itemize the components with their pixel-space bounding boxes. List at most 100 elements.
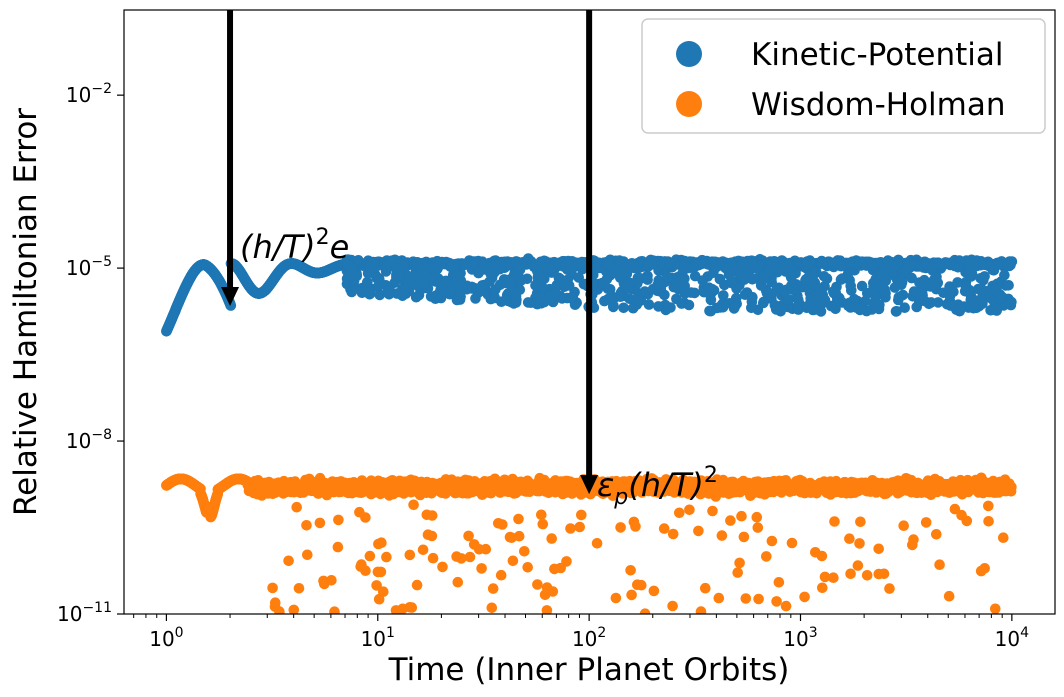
kp-point (731, 283, 742, 294)
kp-point (872, 271, 884, 282)
kp-point (473, 267, 484, 279)
kp-point (556, 293, 568, 304)
kp-point (503, 259, 515, 271)
kp-point (643, 299, 655, 310)
kp-point (679, 288, 691, 299)
kp-point (846, 285, 857, 296)
kp-point (831, 298, 843, 310)
kp-point (999, 269, 1010, 281)
kp-point (411, 259, 422, 271)
kp-point (614, 255, 625, 266)
kp-point (535, 256, 547, 268)
kp-point (362, 276, 373, 288)
kp-point (639, 286, 651, 297)
kp-point (461, 284, 473, 295)
kp-point (1005, 299, 1017, 311)
kp-point (573, 272, 584, 283)
kp-point (948, 286, 959, 298)
kp-point (668, 281, 680, 293)
kp-point (511, 294, 522, 306)
kp-point (417, 278, 429, 289)
kp-point (410, 291, 422, 303)
kp-point (624, 293, 635, 305)
kp-point (683, 299, 695, 311)
kp-point (425, 291, 437, 302)
kp-point (1006, 256, 1018, 267)
kp-point (815, 306, 827, 317)
kp-point (547, 290, 559, 302)
kp-point (932, 297, 944, 308)
kp-point (792, 302, 803, 314)
kp-point (535, 275, 547, 287)
kp-point (653, 301, 664, 312)
kp-point (475, 285, 486, 297)
kp-point (575, 257, 587, 269)
kp-point (342, 271, 354, 283)
kp-point (709, 256, 721, 268)
kp-point (374, 275, 385, 286)
kp-point (867, 259, 878, 271)
kp-point (911, 301, 922, 313)
kp-point (400, 283, 412, 295)
kp-point (486, 272, 498, 284)
kp-point (451, 270, 462, 282)
kp-point (737, 272, 748, 283)
kp-point (888, 261, 900, 272)
kp-point (870, 291, 881, 303)
kp-point (394, 269, 406, 281)
kp-point (704, 305, 715, 317)
kp-point (621, 268, 633, 280)
kp-point (952, 277, 963, 288)
kp-point (628, 259, 639, 271)
kp-point (979, 271, 990, 282)
kp-point (689, 270, 701, 282)
kp-point (800, 259, 812, 271)
kp-point (671, 293, 682, 305)
kp-point (364, 288, 376, 299)
kp-point (225, 300, 237, 311)
kp-point (919, 295, 931, 307)
kp-point (747, 291, 758, 303)
kp-point (880, 288, 891, 299)
kp-point (817, 258, 828, 269)
kp-point (908, 286, 920, 297)
kp-point (365, 257, 377, 269)
kp-point (679, 260, 690, 272)
kp-point (664, 258, 676, 269)
kp-point (615, 291, 626, 303)
kp-point (514, 264, 526, 276)
kp-point (642, 274, 653, 286)
kp-point (531, 298, 543, 310)
kp-point (897, 289, 909, 301)
kp-point (550, 281, 562, 293)
kp-point (959, 285, 971, 297)
kp-point (622, 282, 634, 294)
kp-point (747, 273, 759, 284)
kp-point (496, 296, 507, 308)
kp-point (746, 302, 757, 314)
kp-point (995, 291, 1007, 303)
kp-point (906, 272, 917, 284)
kp-point (835, 260, 847, 272)
kp-point (920, 259, 932, 271)
kp-point (845, 257, 856, 269)
kp-point (563, 280, 575, 291)
kp-point (976, 283, 987, 295)
kp-point (899, 302, 910, 314)
kp-point (602, 258, 614, 270)
kp-point (919, 274, 930, 286)
kp-point (662, 272, 673, 283)
kp-point (802, 300, 814, 312)
kp-point (783, 294, 795, 305)
kp-point (382, 285, 393, 297)
kp-point (800, 274, 812, 285)
kp-point (746, 255, 757, 266)
kp-point (954, 304, 966, 316)
kp-point (469, 256, 481, 267)
kp-point (405, 272, 417, 283)
kp-point (737, 257, 748, 268)
kp-point (843, 300, 854, 312)
kp-point (346, 286, 358, 298)
kp-point (891, 306, 902, 317)
